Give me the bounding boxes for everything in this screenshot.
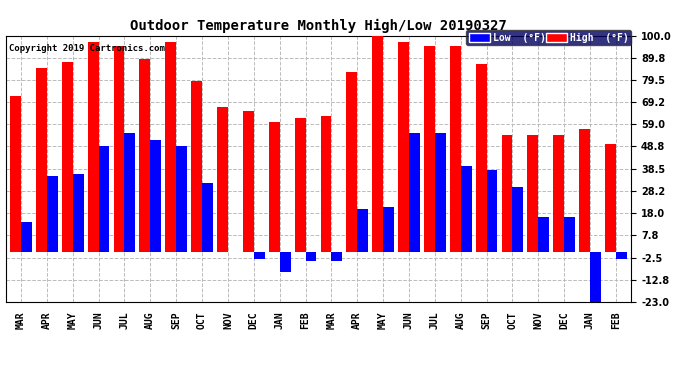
Bar <box>176 146 187 252</box>
Bar <box>513 187 523 252</box>
Bar <box>372 31 383 252</box>
Bar <box>202 183 213 252</box>
Bar <box>527 135 538 252</box>
Bar <box>320 116 331 252</box>
Bar <box>553 135 564 252</box>
Bar <box>579 129 590 252</box>
Bar <box>191 81 202 252</box>
Bar <box>605 144 616 252</box>
Bar <box>10 96 21 252</box>
Bar <box>409 133 420 252</box>
Bar <box>590 252 601 306</box>
Title: Outdoor Temperature Monthly High/Low 20190327: Outdoor Temperature Monthly High/Low 201… <box>130 19 507 33</box>
Bar <box>217 107 228 252</box>
Bar <box>279 252 290 272</box>
Bar <box>357 209 368 252</box>
Bar <box>383 207 394 252</box>
Bar <box>564 217 575 252</box>
Bar <box>114 46 124 252</box>
Bar <box>616 252 627 259</box>
Bar <box>21 222 32 252</box>
Bar <box>99 146 110 252</box>
Bar <box>269 122 279 252</box>
Bar <box>502 135 513 252</box>
Bar <box>331 252 342 261</box>
Bar <box>486 170 497 252</box>
Bar <box>72 174 83 252</box>
Bar <box>398 42 409 252</box>
Bar <box>295 118 306 252</box>
Bar <box>243 111 254 252</box>
Bar <box>62 62 72 252</box>
Bar <box>461 165 471 252</box>
Bar <box>435 133 446 252</box>
Bar <box>424 46 435 252</box>
Bar <box>538 217 549 252</box>
Bar <box>475 64 486 252</box>
Bar <box>306 252 317 261</box>
Bar <box>139 59 150 252</box>
Bar <box>450 46 461 252</box>
Bar <box>150 140 161 252</box>
Bar <box>166 42 176 252</box>
Legend: Low  (°F), High  (°F): Low (°F), High (°F) <box>466 30 631 45</box>
Bar <box>88 42 99 252</box>
Bar <box>124 133 135 252</box>
Bar <box>346 72 357 252</box>
Text: Copyright 2019 Cartronics.com: Copyright 2019 Cartronics.com <box>9 44 164 52</box>
Bar <box>47 176 58 252</box>
Bar <box>254 252 265 259</box>
Bar <box>36 68 47 252</box>
